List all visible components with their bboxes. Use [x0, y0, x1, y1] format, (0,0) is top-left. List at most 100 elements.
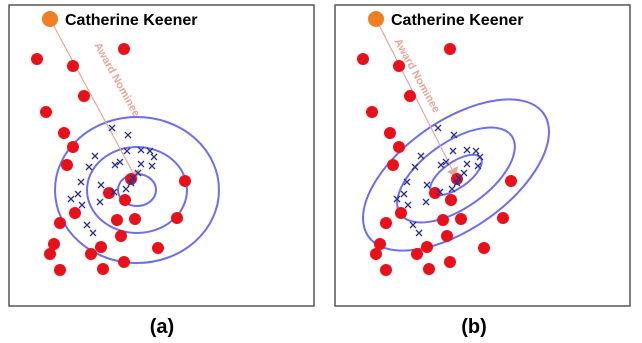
panel-a-entity-label: Catherine Keener — [65, 12, 198, 29]
panel-b-contour-3 — [362, 98, 550, 252]
panel-b-negative-point — [451, 173, 463, 185]
panel-a-negative-point — [119, 194, 131, 206]
panel-b-negative-point — [411, 248, 423, 260]
panel-b-negative-point — [387, 159, 399, 171]
panel-a-negative-point — [40, 106, 52, 118]
panel-b-negative-point — [404, 90, 416, 102]
panel-a-positive-point — [127, 179, 135, 187]
panel-a-positive-point — [123, 147, 131, 155]
panel-a-negative-point — [54, 217, 66, 229]
panel-b-positive-point — [403, 178, 411, 186]
panel-a-positive-point — [137, 146, 145, 154]
panel-a-negative-point — [152, 242, 164, 254]
panel-b-positive-point — [463, 146, 471, 154]
panel-a-positive-point — [110, 188, 118, 196]
panel-a-positive-point — [111, 161, 119, 169]
panel-a-negative-point — [31, 53, 43, 65]
panel-a-negative-point — [48, 238, 60, 250]
panel-a-positive-point — [124, 131, 132, 139]
panel-a-negative-point — [95, 241, 107, 253]
panel-a-entity-dot — [42, 11, 58, 27]
panel-a-positive-point — [116, 158, 124, 166]
panel-b-caption: (b) — [461, 316, 487, 338]
panel-b-entity-dot — [368, 11, 384, 27]
panel-a-positive-points — [67, 124, 158, 237]
panel-b-frame — [334, 4, 631, 307]
panel-b-positive-point — [453, 179, 461, 187]
panel-b-positive-point — [463, 160, 471, 168]
panel-a-positive-point — [89, 229, 97, 237]
panel-a-positive-point — [137, 160, 145, 168]
panel-a-negative-point — [111, 214, 123, 226]
panel-b-positive-point — [449, 147, 457, 155]
panel-a-positive-point — [78, 201, 86, 209]
panel-a-negative-point — [115, 230, 127, 242]
panel-b-negative-point — [421, 241, 433, 253]
panel-b-negative-point — [395, 207, 407, 219]
panel-b-negative-point — [393, 141, 405, 153]
panel-a-negative-point — [85, 248, 97, 260]
panel-b-negative-point — [478, 242, 490, 254]
panel-b-positive-point — [476, 153, 484, 161]
panel-b-negative-point — [444, 43, 456, 55]
panel-a-negative-points — [31, 43, 191, 276]
panel-a-negative-point — [61, 159, 73, 171]
panel-b-negative-point — [437, 214, 449, 226]
panel-b-negative-point — [497, 212, 509, 224]
panel-b-negative-point — [393, 60, 405, 72]
panel-b-positive-point — [472, 147, 480, 155]
panel-b-negative-point — [380, 264, 392, 276]
panel-b-positive-point — [417, 152, 425, 160]
panel-a-positive-point — [108, 124, 116, 132]
panel-b-positive-point — [437, 161, 445, 169]
panel-b-negative-points — [357, 43, 517, 276]
panel-a-negative-point — [118, 43, 130, 55]
panel-a-positive-point — [150, 153, 158, 161]
panel-a-negative-point — [78, 90, 90, 102]
panel-b-positive-point — [400, 190, 408, 198]
panel-a-positive-point — [91, 152, 99, 160]
panel-b-positive-point — [415, 229, 423, 237]
panel-b-positive-point — [422, 198, 430, 206]
panel-a-positive-point — [97, 181, 105, 189]
panel-b-positive-point — [404, 201, 412, 209]
panel-b-negative-point — [444, 256, 456, 268]
panel-b-positive-point — [411, 163, 419, 171]
panel-b-negative-point — [357, 53, 369, 65]
panel-a-negative-point — [118, 256, 130, 268]
panel-a: Award Nominee Catherine Keener — [8, 4, 315, 307]
panel-a-positive-point — [77, 178, 85, 186]
panel-a-positive-point — [146, 147, 154, 155]
panel-a-contour-3 — [54, 116, 220, 264]
panel-b-positive-point — [474, 162, 482, 170]
panel-b-positive-point — [434, 124, 442, 132]
panel-a-negative-point — [129, 213, 141, 225]
panel-b-negative-point — [366, 106, 378, 118]
panel-b-positive-point — [448, 185, 456, 193]
panel-a-negative-point — [125, 173, 137, 185]
panel-b-negative-point — [374, 238, 386, 250]
panel-b-negative-point — [505, 175, 517, 187]
panel-b-positive-point — [393, 195, 401, 203]
panel-a-frame — [8, 4, 315, 307]
panel-b-positive-point — [436, 188, 444, 196]
panel-b-negative-point — [384, 127, 396, 139]
panel-b-negative-point — [380, 217, 392, 229]
panel-b-negative-point — [441, 230, 453, 242]
panel-b-relation-arrow — [375, 18, 457, 178]
panel-a-positive-point — [122, 185, 130, 193]
panel-a-negative-point — [97, 263, 109, 275]
panel-a-positive-point — [67, 195, 75, 203]
panel-b-positive-point — [450, 131, 458, 139]
panel-a-negative-point — [67, 141, 79, 153]
panel-b-negative-point — [370, 248, 382, 260]
panel-a-contour-2 — [86, 146, 188, 234]
panel-b-positive-point — [423, 181, 431, 189]
panel-a-negative-point — [171, 212, 183, 224]
panel-a-positive-point — [148, 162, 156, 170]
panel-a-positive-point — [83, 221, 91, 229]
panel-a-negative-point — [67, 60, 79, 72]
panel-b: Award Nominee Catherine Keener — [334, 4, 631, 307]
panel-b-positive-points — [393, 124, 484, 237]
